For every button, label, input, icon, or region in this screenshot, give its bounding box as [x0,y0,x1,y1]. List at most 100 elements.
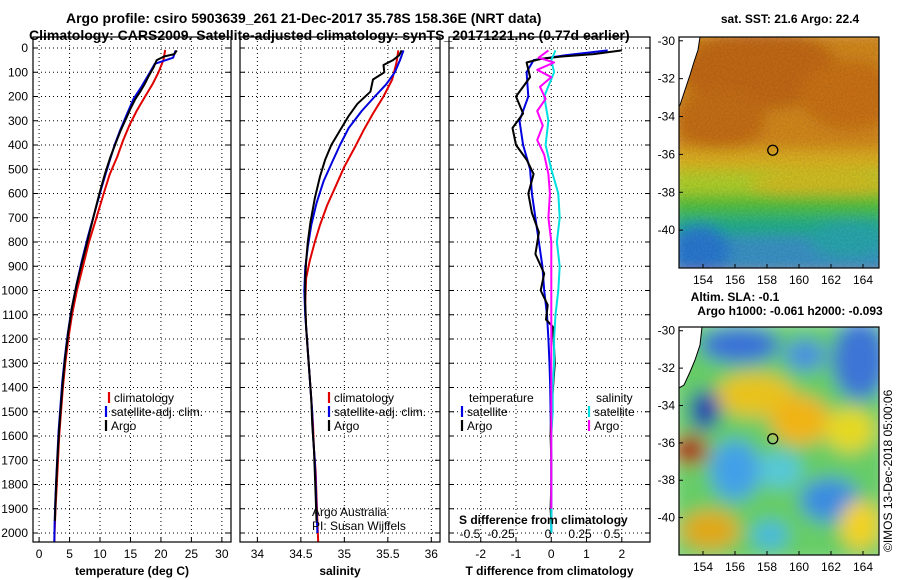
x-tick-label: 10 [93,547,107,561]
y-tick-label: 1200 [1,332,28,346]
map-y-tick-label: -38 [658,185,676,199]
map-x-tick-label: 154 [693,273,713,287]
secondary-x-tick-label: 0.5 [604,527,621,541]
map-y-tick-label: -36 [658,436,676,450]
y-tick-label: 1500 [1,405,28,419]
map-x-tick-label: 162 [821,273,841,287]
map-x-tick-label: 162 [821,560,841,574]
grid [33,37,231,542]
x-tick-label: 2 [618,547,625,561]
map-y-tick-label: -32 [658,72,676,86]
x-tick-label: 20 [154,547,168,561]
y-tick-label: 1300 [1,356,28,370]
difference-panel: -2 -1 0 1 2 T difference from climatology temp… [448,36,651,578]
x-axis-label: salinity [319,564,361,578]
map-x-tick-label: 156 [725,273,745,287]
x-tick-label: 1 [583,547,590,561]
sla-map-frame [678,326,880,556]
x-tick-label: 36 [425,547,439,561]
map-x-tick-label: 160 [789,560,809,574]
y-tick-label: 1900 [1,502,28,516]
legend-argo-text: Argo [111,419,137,433]
difference-legend: temperaturesatelliteArgosalinitysatellit… [460,391,635,433]
series-group [303,49,405,542]
map-y-tick-label: -32 [658,361,676,375]
map-x-tick-label: 154 [693,560,713,574]
x-tick-label: 5 [66,547,73,561]
legend-climatology-text: climatology [114,391,174,405]
y-tick-label: 300 [8,114,28,128]
y-tick-label: 1800 [1,478,28,492]
y-tick-label: 1400 [1,381,28,395]
legend-t-argo-text: Argo [467,419,493,433]
x-tick-label: 0 [548,547,555,561]
salinity-panel: 34 34.5 35 35.5 36 salinity climatologysatelli… [239,36,441,578]
series-line-temperature-satellite [518,49,608,533]
series-line-satellite-adj.-clim. [53,50,177,542]
y-tick-label: 700 [8,211,28,225]
legend-temperature-heading: temperature [469,391,534,405]
plot-frame [239,36,441,543]
map-y-tick-label: -36 [658,147,676,161]
map-x-tick-label: 160 [789,273,809,287]
map-y-tick-label: -38 [658,473,676,487]
y-tick-label: 2000 [1,526,28,540]
legend-s-satellite-text: satellite [594,405,635,419]
map-x-tick-label: 156 [725,560,745,574]
series-line-salinity-argo [536,49,556,509]
y-tick-label: 600 [8,187,28,201]
series-line-climatology [53,49,167,542]
x-tick-label: 0 [36,547,43,561]
secondary-x-tick-label: 0 [545,527,552,541]
series-line-argo [304,49,403,521]
legend-argo-text: Argo [334,419,360,433]
sst-map-title: sat. SST: 21.6 Argo: 22.4 [721,12,860,26]
plot-frame [448,36,651,543]
map-y-tick-label: -40 [658,223,676,237]
credit-line1: Argo Australia [312,505,387,519]
x-axis-label: T difference from climatology [465,564,633,578]
legend-satellite-adj-text: satellite-adj. clim. [111,405,203,419]
map-x-tick-label: 164 [853,560,873,574]
argo-float-marker [767,433,779,445]
argo-float-marker [767,144,779,156]
sla-map-title-line1: Altim. SLA: -0.1 [691,290,780,304]
x-tick-label: -2 [475,547,486,561]
y-tick-label: 0 [21,41,28,55]
legend-salinity-heading: salinity [596,391,633,405]
map-y-tick-label: -30 [658,34,676,48]
x-axis-label: temperature (deg C) [75,564,189,578]
x-tick-label: 35.5 [376,547,400,561]
x-tick-label: 30 [215,547,229,561]
y-tick-label: 1100 [2,308,28,322]
legend-climatology-text: climatology [334,391,394,405]
y-tick-label: 200 [8,90,28,104]
sst-map: 154 156 158 160 162 164 -30 -32 -34 -36 -38 -40 [658,34,880,287]
y-tick-label: 500 [8,162,28,176]
map-y-tick-label: -34 [658,398,676,412]
y-tick-label: 1600 [1,429,28,443]
secondary-axis-label: S difference from climatology [459,513,628,527]
y-tick-label: 100 [8,65,28,79]
legend-satellite-adj-text: satellite-adj. clim. [334,405,426,419]
map-y-tick-label: -34 [658,110,676,124]
figure-title-line1: Argo profile: csiro 5903639_261 21-Dec-2… [66,10,541,26]
coastline [679,327,703,389]
legend-s-argo-text: Argo [594,419,620,433]
x-tick-label: -1 [511,547,522,561]
x-tick-label: 34.5 [289,547,313,561]
map-x-tick-label: 158 [757,560,777,574]
secondary-x-tick-label: 0.25 [568,527,592,541]
y-tick-label: 1000 [1,284,28,298]
map-y-tick-label: -30 [658,324,676,338]
series-line-temperature-argo [511,49,622,524]
map-y-tick-label: -40 [658,511,676,525]
figure-title-line2: Climatology: CARS2009. Satellite-adjuste… [29,27,630,43]
series-group [53,49,178,542]
imos-watermark: ©IMOS 13-Dec-2018 05:00:06 [881,389,895,552]
map-x-tick-label: 164 [853,273,873,287]
y-tick-label: 800 [8,235,28,249]
